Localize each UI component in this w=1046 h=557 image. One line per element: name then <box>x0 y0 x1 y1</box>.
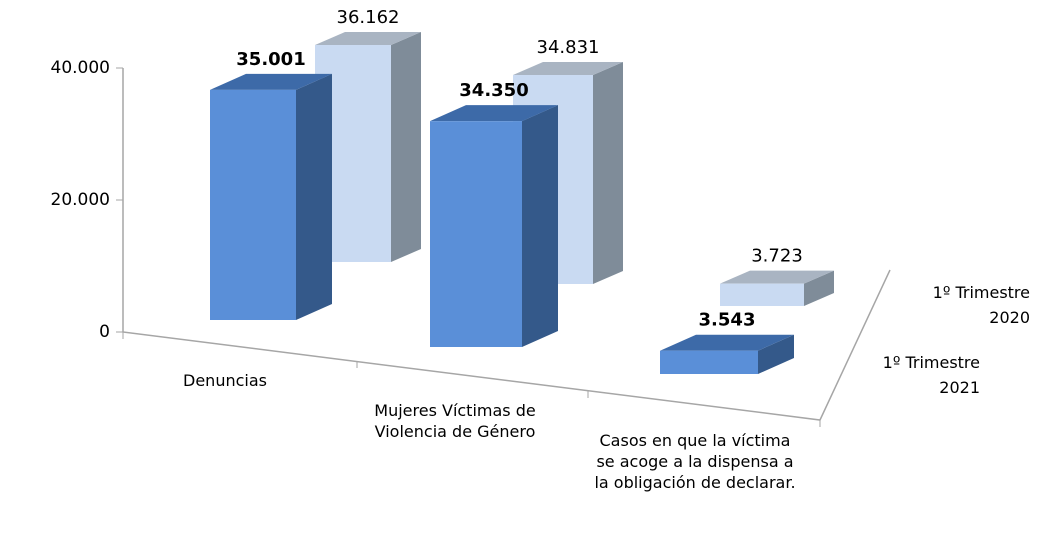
bar-side <box>804 270 834 306</box>
value-label: 35.001 <box>236 49 305 70</box>
bar-side <box>296 73 332 320</box>
bar-top <box>210 73 332 90</box>
bar-top <box>660 334 794 351</box>
bar-top <box>720 270 834 284</box>
value-label: 3.723 <box>751 246 803 267</box>
bar <box>210 89 296 320</box>
bar-side <box>758 334 794 374</box>
value-label: 34.831 <box>537 37 600 58</box>
bar <box>430 121 522 348</box>
legend-label: 1º Trimestre 2021 <box>882 353 980 397</box>
value-label: 36.162 <box>337 7 400 28</box>
bar-top <box>315 32 421 46</box>
value-label: 3.543 <box>699 310 756 331</box>
bar-side <box>522 105 558 348</box>
y-tick-label: 40.000 <box>51 58 110 78</box>
bar <box>660 350 758 374</box>
legend-label: 1º Trimestre 2020 <box>932 283 1030 327</box>
x-tick-label: Mujeres Víctimas de Violencia de Género <box>374 401 536 441</box>
bar-side <box>593 62 623 284</box>
y-tick-label: 0 <box>99 322 110 342</box>
bar <box>720 283 804 306</box>
x-tick-label: Denuncias <box>183 371 267 390</box>
y-tick-label: 20.000 <box>51 190 110 210</box>
x-tick-label: Casos en que la víctima se acoge a la di… <box>594 431 796 492</box>
value-label: 34.350 <box>459 80 528 101</box>
bar-top <box>430 105 558 122</box>
bar-side <box>391 32 421 262</box>
bar-top <box>513 62 623 76</box>
